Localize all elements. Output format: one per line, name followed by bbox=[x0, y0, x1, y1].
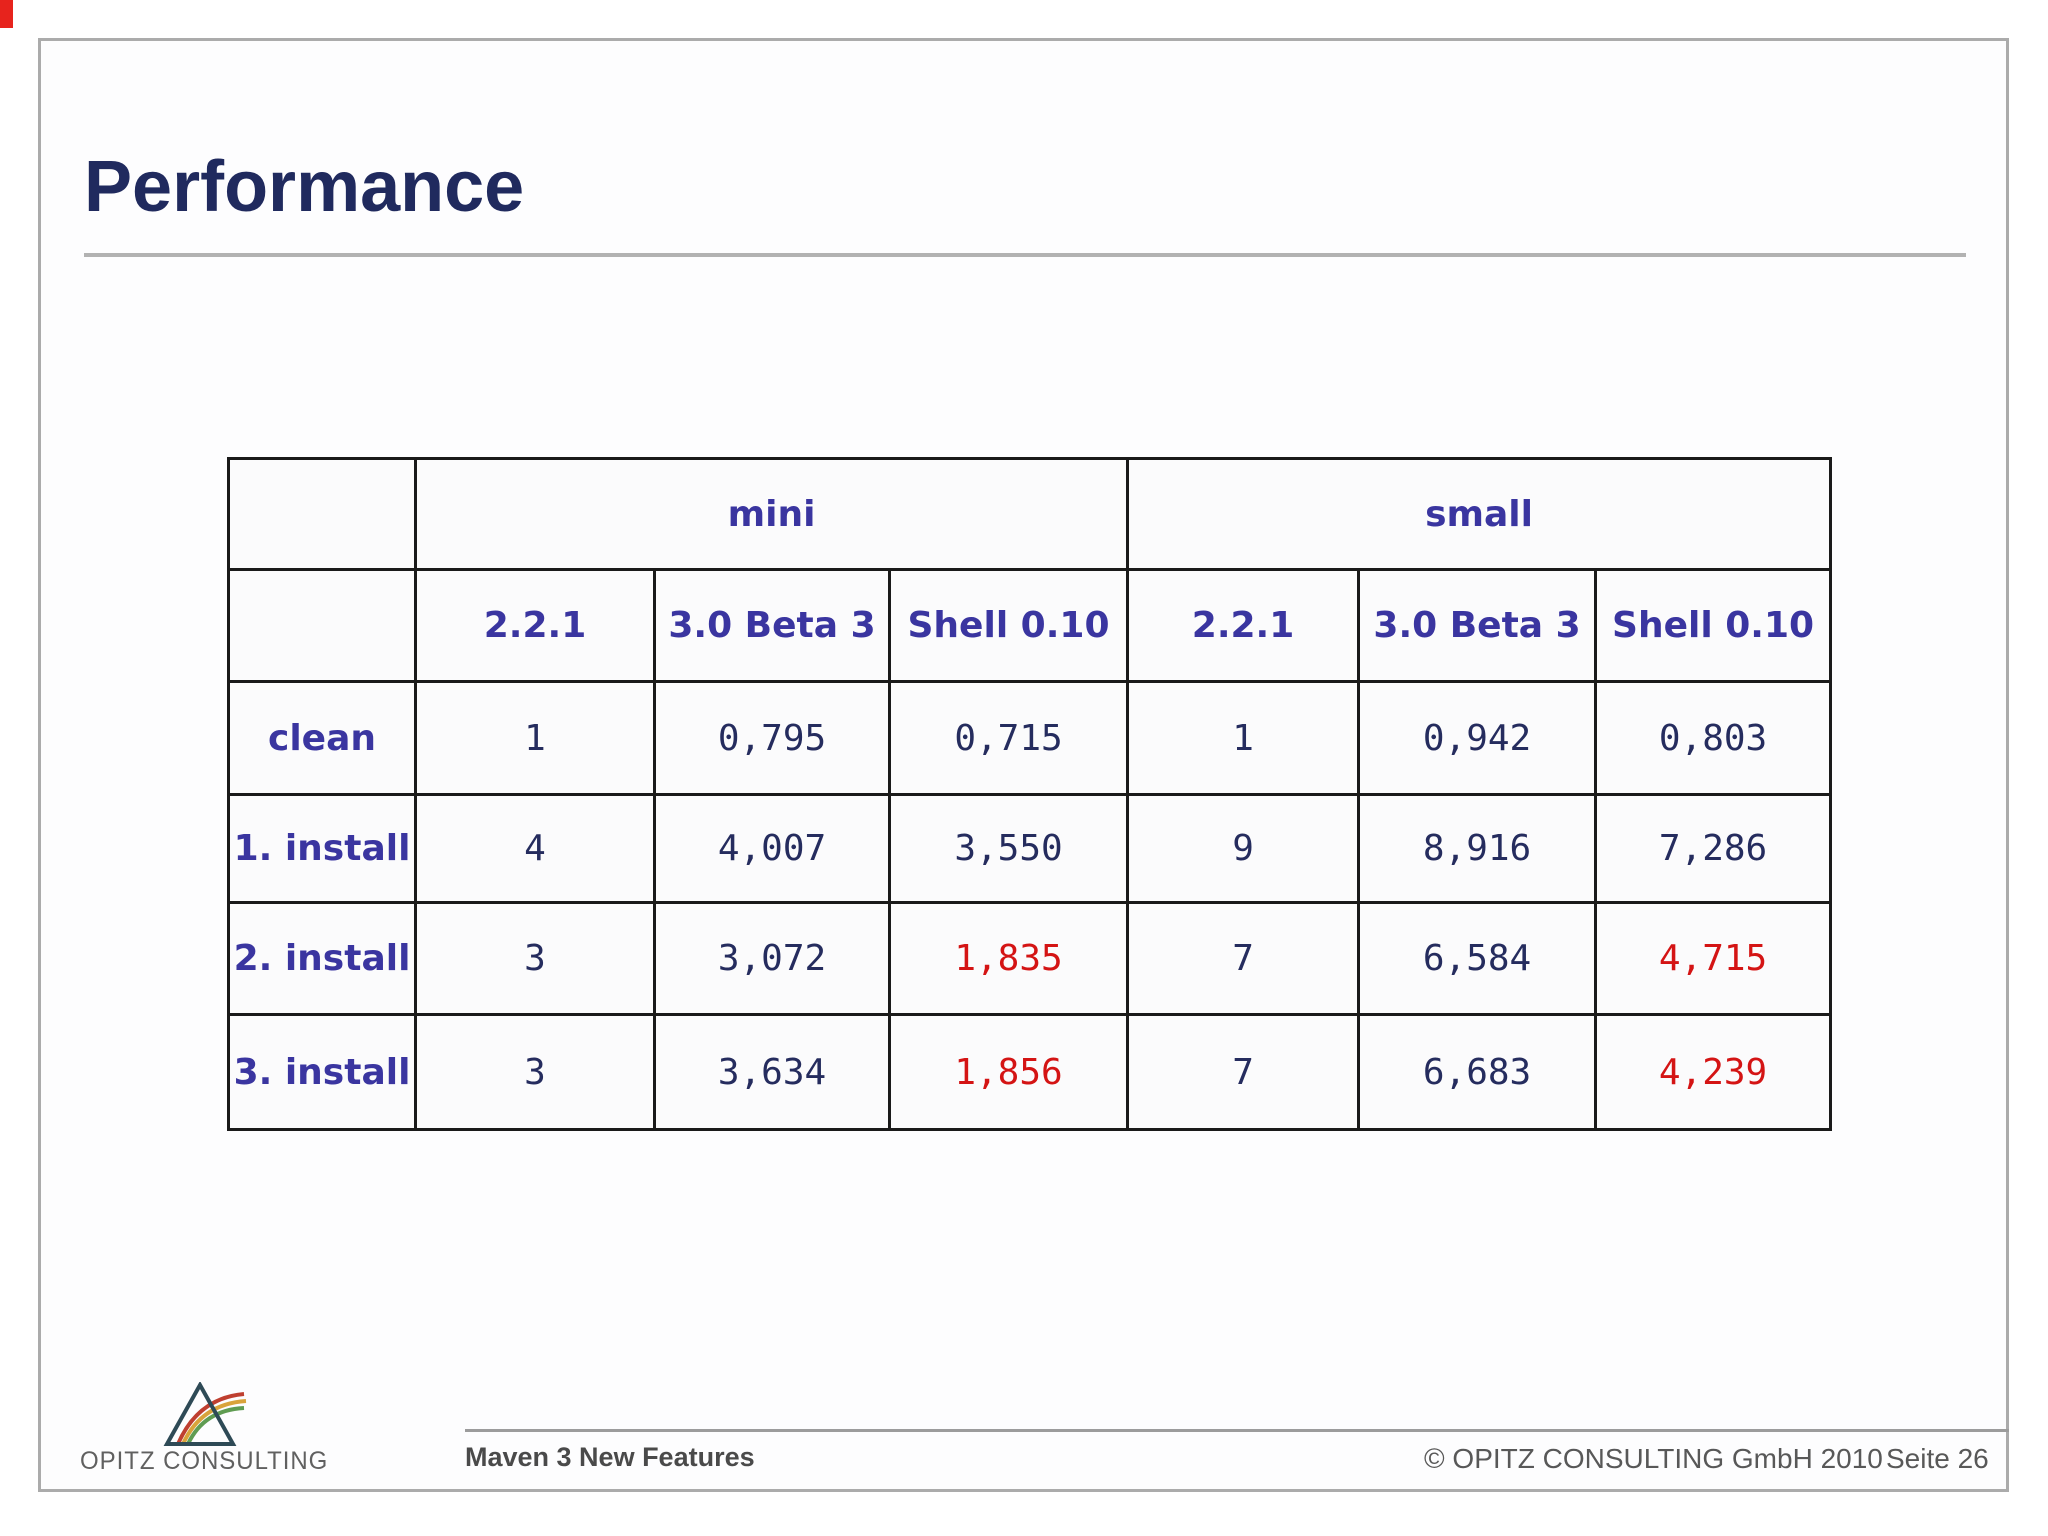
footer-presentation-title: Maven 3 New Features bbox=[465, 1442, 755, 1472]
row-label: 2. install bbox=[227, 901, 417, 1016]
corner-empty-cell bbox=[227, 457, 417, 571]
table-group-header-row: mini small bbox=[227, 457, 1833, 571]
footer-page-number: Seite 26 bbox=[1886, 1443, 1989, 1474]
table-row: 2. install 3 3,072 1,835 7 6,584 4,715 bbox=[227, 901, 1833, 1016]
value-cell: 0,803 bbox=[1594, 680, 1833, 796]
value-cell: 3 bbox=[414, 1013, 656, 1131]
group-header-small: small bbox=[1126, 457, 1833, 571]
page-title: Performance bbox=[84, 147, 525, 227]
footer-copyright: © OPITZ CONSULTING GmbH 2010 bbox=[1424, 1443, 1883, 1474]
value-cell: 7 bbox=[1126, 901, 1361, 1016]
value-cell-highlight-red: 4,239 bbox=[1594, 1013, 1833, 1131]
table-column-header-row: 2.2.1 3.0 Beta 3 Shell 0.10 2.2.1 3.0 Be… bbox=[227, 568, 1833, 683]
value-cell-highlight-red: 1,835 bbox=[887, 901, 1130, 1016]
row-label: 1. install bbox=[227, 793, 417, 904]
table-row: 1. install 4 4,007 3,550 9 8,916 7,286 bbox=[227, 793, 1833, 904]
value-cell: 6,584 bbox=[1357, 901, 1598, 1016]
screen-corner-red-mark bbox=[0, 0, 13, 28]
value-cell: 1 bbox=[414, 680, 656, 796]
performance-table: mini small 2.2.1 3.0 Beta 3 Shell 0.10 2… bbox=[227, 457, 1833, 1131]
group-header-mini: mini bbox=[413, 457, 1130, 571]
value-cell: 4 bbox=[414, 793, 656, 904]
value-cell: 7 bbox=[1126, 1013, 1361, 1131]
value-cell: 9 bbox=[1126, 793, 1361, 904]
value-cell: 6,683 bbox=[1357, 1013, 1598, 1131]
col-header: 3.0 Beta 3 bbox=[1357, 568, 1598, 683]
value-cell: 3,634 bbox=[653, 1013, 891, 1131]
value-cell: 7,286 bbox=[1594, 793, 1833, 904]
value-cell: 1 bbox=[1126, 680, 1361, 796]
title-underline bbox=[84, 253, 1966, 257]
footer-divider bbox=[465, 1429, 2009, 1432]
col-header: Shell 0.10 bbox=[887, 568, 1130, 683]
table-row: clean 1 0,795 0,715 1 0,942 0,803 bbox=[227, 680, 1833, 796]
corner-empty-cell bbox=[227, 568, 417, 683]
table-row: 3. install 3 3,634 1,856 7 6,683 4,239 bbox=[227, 1013, 1833, 1131]
value-cell: 8,916 bbox=[1357, 793, 1598, 904]
row-label: 3. install bbox=[227, 1013, 417, 1131]
value-cell: 0,715 bbox=[887, 680, 1130, 796]
opitz-consulting-logo-icon bbox=[163, 1382, 247, 1446]
value-cell-highlight-red: 4,715 bbox=[1594, 901, 1833, 1016]
value-cell: 0,795 bbox=[653, 680, 891, 796]
value-cell: 3 bbox=[414, 901, 656, 1016]
value-cell: 4,007 bbox=[653, 793, 891, 904]
col-header: Shell 0.10 bbox=[1594, 568, 1833, 683]
col-header: 3.0 Beta 3 bbox=[653, 568, 891, 683]
col-header: 2.2.1 bbox=[1126, 568, 1361, 683]
value-cell-highlight-red: 1,856 bbox=[887, 1013, 1130, 1131]
value-cell: 0,942 bbox=[1357, 680, 1598, 796]
logo-wordmark: OPITZ CONSULTING bbox=[80, 1447, 329, 1475]
col-header: 2.2.1 bbox=[414, 568, 656, 683]
row-label: clean bbox=[227, 680, 417, 796]
value-cell: 3,072 bbox=[653, 901, 891, 1016]
value-cell: 3,550 bbox=[887, 793, 1130, 904]
